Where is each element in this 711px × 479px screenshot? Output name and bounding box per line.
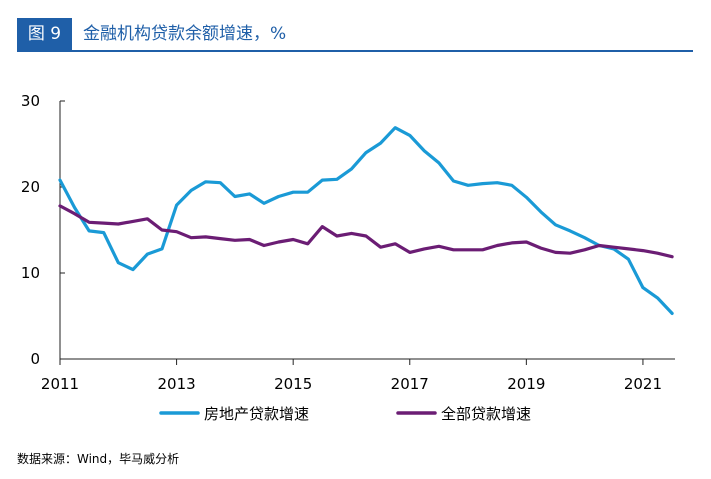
x-tick-label: 2017: [391, 375, 429, 393]
legend-label-2: 全部贷款增速: [441, 405, 531, 423]
legend: 房地产贷款增速 全部贷款增速: [159, 405, 531, 423]
series-line-1: [58, 126, 674, 315]
series-line-2: [58, 204, 674, 259]
y-tick-label: 10: [21, 264, 40, 282]
line-chart: 0 10 20 30 2011 2013 2015 2017 2019 2021 房地产贷款增速 全…: [21, 92, 675, 423]
figure-number-badge: 图 9: [17, 18, 72, 50]
axes: 0 10 20 30 2011 2013 2015 2017 2019 2021: [21, 92, 675, 393]
legend-label-1: 房地产贷款增速: [204, 405, 309, 423]
title-underline: [17, 50, 693, 52]
series-lines: [58, 126, 674, 315]
x-tick-label: 2011: [41, 375, 79, 393]
figure-header: 图 9 金融机构贷款余额增速，%: [17, 18, 693, 52]
y-tick-label: 0: [30, 350, 40, 368]
chart-title: 金融机构贷款余额增速，%: [83, 24, 287, 44]
x-tick-label: 2021: [624, 375, 662, 393]
x-tick-label: 2013: [157, 375, 195, 393]
x-tick-label: 2015: [274, 375, 312, 393]
y-tick-label: 20: [21, 178, 40, 196]
x-tick-label: 2019: [507, 375, 545, 393]
source-note: 数据来源：Wind，毕马威分析: [17, 452, 180, 466]
y-tick-label: 30: [21, 92, 40, 110]
